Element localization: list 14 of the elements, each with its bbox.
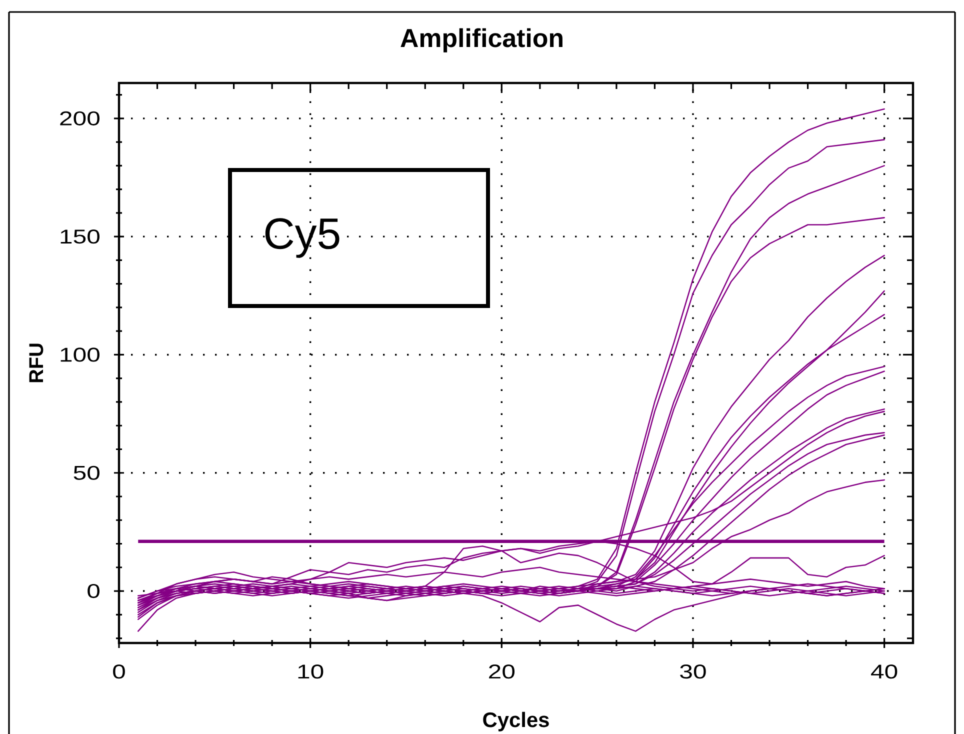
y-axis-title: RFU	[29, 344, 44, 382]
y-tick-label: 50	[74, 466, 100, 480]
y-tick-label: 200	[60, 111, 100, 126]
x-axis-title: Cycles	[483, 712, 549, 732]
annotation: Cy5	[265, 218, 340, 258]
x-tick-label: 30	[680, 664, 706, 679]
y-tick-label: 0	[88, 584, 100, 598]
x-tick-label: 20	[489, 664, 515, 679]
x-tick-label: 10	[298, 664, 324, 679]
x-tick-label: 0	[113, 664, 125, 679]
chart-title: Amplification	[400, 28, 562, 52]
x-tick-label: 40	[871, 664, 898, 679]
y-tick-label: 100	[60, 348, 100, 362]
y-tick-label: 150	[60, 230, 100, 244]
